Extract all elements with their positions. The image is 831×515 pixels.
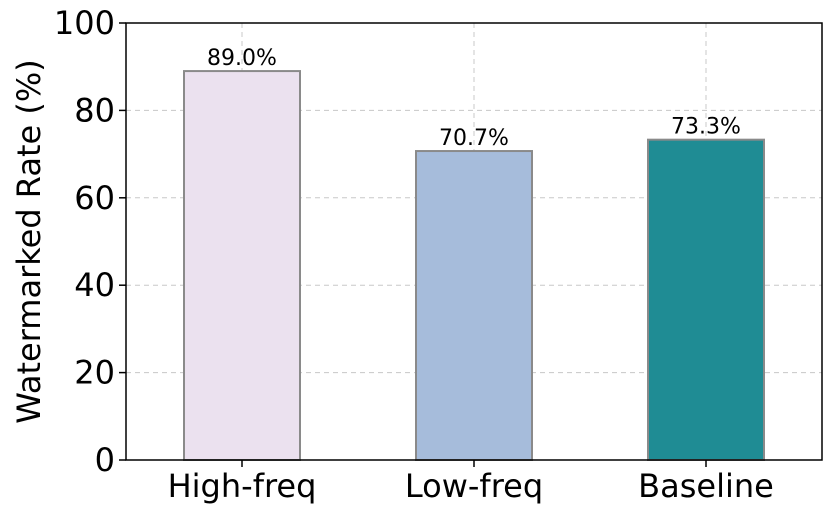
bars <box>183 70 765 462</box>
bar <box>415 150 533 462</box>
bar-value-label: 70.7% <box>439 126 509 151</box>
y-tick-label: 100 <box>54 4 115 42</box>
axes: 0 20 40 60 80 100 High-freq Low-freq Baseline <box>54 4 774 505</box>
bar <box>183 70 301 461</box>
y-tick-label: 0 <box>95 441 115 479</box>
data-labels: 89.0% 70.7% 73.3% <box>207 46 741 151</box>
bar-value-label: 73.3% <box>671 115 741 140</box>
y-tick-label: 80 <box>74 91 115 129</box>
y-tick-label: 40 <box>74 266 115 304</box>
bar-value-label: 89.0% <box>207 46 277 71</box>
x-tick-label: Baseline <box>638 467 774 505</box>
y-tick-label: 60 <box>74 179 115 217</box>
y-tick-label: 20 <box>74 354 115 392</box>
bar <box>647 138 765 462</box>
x-tick-label: High-freq <box>168 467 317 505</box>
y-axis-label: Watermarked Rate (%) <box>10 59 48 423</box>
x-tick-label: Low-freq <box>405 467 543 505</box>
